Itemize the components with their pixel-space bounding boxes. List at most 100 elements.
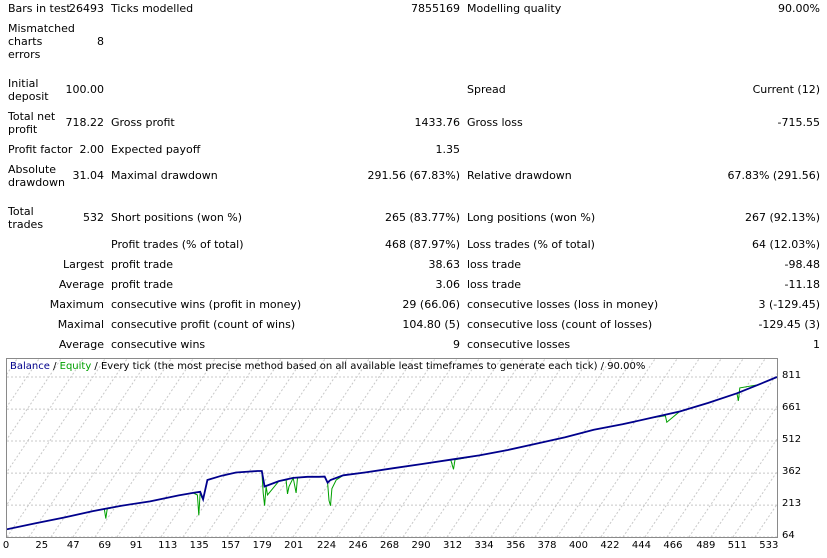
spread-value: Current (12) xyxy=(752,83,820,96)
gross-loss-value: -715.55 xyxy=(777,116,820,129)
legend-separator: / xyxy=(49,361,60,372)
gross-loss-label: Gross loss xyxy=(467,116,523,129)
largest-profit-value: 38.63 xyxy=(428,258,461,271)
chart-plot xyxy=(7,359,777,537)
x-tick-label: 179 xyxy=(252,540,272,551)
x-tick-label: 533 xyxy=(759,540,779,551)
x-tick-label: 290 xyxy=(411,540,431,551)
x-tick-label: 334 xyxy=(474,540,494,551)
avg-wins-value: 9 xyxy=(453,338,460,351)
profit-trades-value: 468 (87.97%) xyxy=(384,238,460,251)
average-loss-label: loss trade xyxy=(467,278,522,291)
profit-trades-label: Profit trades (% of total) xyxy=(111,238,244,251)
x-tick-label: 466 xyxy=(663,540,683,551)
max-wins-label: consecutive wins (profit in money) xyxy=(111,298,302,311)
chart-grid xyxy=(7,359,777,537)
x-tick-label: 69 xyxy=(98,540,112,551)
x-tick-label: 25 xyxy=(35,540,49,551)
x-tick-label: 113 xyxy=(158,540,178,551)
bars-value: 26493 xyxy=(69,2,104,15)
max-losses-label: consecutive losses (loss in money) xyxy=(467,298,659,311)
loss-trades-label: Loss trades (% of total) xyxy=(467,238,595,251)
chart-description: / Every tick (the most precise method ba… xyxy=(91,361,646,372)
trades-label: Total trades xyxy=(8,205,44,231)
avg-wins-label: consecutive wins xyxy=(111,338,206,351)
maximal-loss-label: consecutive loss (count of losses) xyxy=(467,318,653,331)
payoff-label: Expected payoff xyxy=(111,143,201,156)
series-line-balance xyxy=(7,376,777,531)
short-value: 265 (83.77%) xyxy=(384,211,460,224)
rel-dd-value: 67.83% (291.56) xyxy=(727,169,820,182)
abs-dd-value: 31.04 xyxy=(72,169,105,182)
maximal-profit-label: consecutive profit (count of wins) xyxy=(111,318,296,331)
short-label: Short positions (won %) xyxy=(111,211,243,224)
x-tick-label: 312 xyxy=(442,540,463,551)
maximal-label: Maximal xyxy=(57,318,104,331)
pf-value: 2.00 xyxy=(79,143,105,156)
bars-label: Bars in test xyxy=(8,2,71,15)
average-profit-label: profit trade xyxy=(111,278,174,291)
x-tick-label: 47 xyxy=(66,540,80,551)
net-value: 718.22 xyxy=(65,116,105,129)
y-tick-label: 512 xyxy=(782,434,802,446)
max-losses-value: 3 (-129.45) xyxy=(758,298,820,311)
quality-value: 90.00% xyxy=(778,2,820,15)
avg2-label: Average xyxy=(58,338,104,351)
max-wins-value: 29 (66.06) xyxy=(402,298,460,311)
y-tick-label: 811 xyxy=(782,370,802,381)
x-tick-label: 268 xyxy=(380,540,400,551)
largest-loss-value: -98.48 xyxy=(784,258,820,271)
largest-label: Largest xyxy=(63,258,104,271)
chart-title: Balance / Equity / Every tick (the most … xyxy=(10,361,645,373)
average-profit-value: 3.06 xyxy=(435,278,461,291)
x-tick-label: 0 xyxy=(2,540,10,551)
gross-profit-value: 1433.76 xyxy=(414,116,461,129)
x-tick-label: 356 xyxy=(505,540,526,551)
x-tick-label: 91 xyxy=(129,540,143,551)
x-tick-label: 422 xyxy=(600,540,620,551)
ticks-value: 7855169 xyxy=(411,2,460,15)
avg-losses-label: consecutive losses xyxy=(467,338,571,351)
ticks-label: Ticks modelled xyxy=(111,2,194,15)
x-tick-label: 135 xyxy=(189,540,209,551)
x-tick-label: 246 xyxy=(348,540,368,551)
x-tick-label: 489 xyxy=(696,540,716,551)
max-dd-value: 291.56 (67.83%) xyxy=(367,169,460,182)
x-tick-label: 378 xyxy=(537,540,557,551)
pf-label: Profit factor xyxy=(8,143,73,156)
average-label: Average xyxy=(58,278,104,291)
mismatch-label: Mismatched charts errors xyxy=(8,22,75,61)
deposit-value: 100.00 xyxy=(65,83,105,96)
loss-trades-value: 64 (12.03%) xyxy=(751,238,820,251)
x-tick-label: 224 xyxy=(317,540,337,551)
quality-label: Modelling quality xyxy=(467,2,562,15)
y-tick-label: 213 xyxy=(782,498,802,510)
largest-loss-label: loss trade xyxy=(467,258,522,271)
max-dd-label: Maximal drawdown xyxy=(111,169,218,182)
average-loss-value: -11.18 xyxy=(784,278,820,291)
trades-value: 532 xyxy=(83,211,104,224)
y-tick-label: 362 xyxy=(782,466,802,478)
y-tick-label: 64 xyxy=(782,530,795,541)
spread-label: Spread xyxy=(467,83,506,96)
long-label: Long positions (won %) xyxy=(467,211,596,224)
avg-losses-value: 1 xyxy=(813,338,820,351)
x-tick-label: 444 xyxy=(631,540,651,551)
deposit-label: Initial deposit xyxy=(8,77,49,103)
gross-profit-label: Gross profit xyxy=(111,116,175,129)
x-tick-label: 201 xyxy=(284,540,304,551)
net-label: Total net profit xyxy=(8,110,56,136)
x-tick-label: 157 xyxy=(221,540,241,551)
legend-balance: Balance xyxy=(10,361,50,372)
rel-dd-label: Relative drawdown xyxy=(467,169,572,182)
abs-dd-label: Absolute drawdown xyxy=(8,163,65,189)
legend-equity: Equity xyxy=(59,361,92,372)
maximal-profit-value: 104.80 (5) xyxy=(402,318,460,331)
largest-profit-label: profit trade xyxy=(111,258,174,271)
maximum-label: Maximum xyxy=(49,298,104,311)
long-value: 267 (92.13%) xyxy=(744,211,820,224)
payoff-value: 1.35 xyxy=(435,143,461,156)
x-tick-label: 511 xyxy=(727,540,747,551)
mismatch-value: 8 xyxy=(97,35,104,48)
balance-chart xyxy=(6,358,778,538)
